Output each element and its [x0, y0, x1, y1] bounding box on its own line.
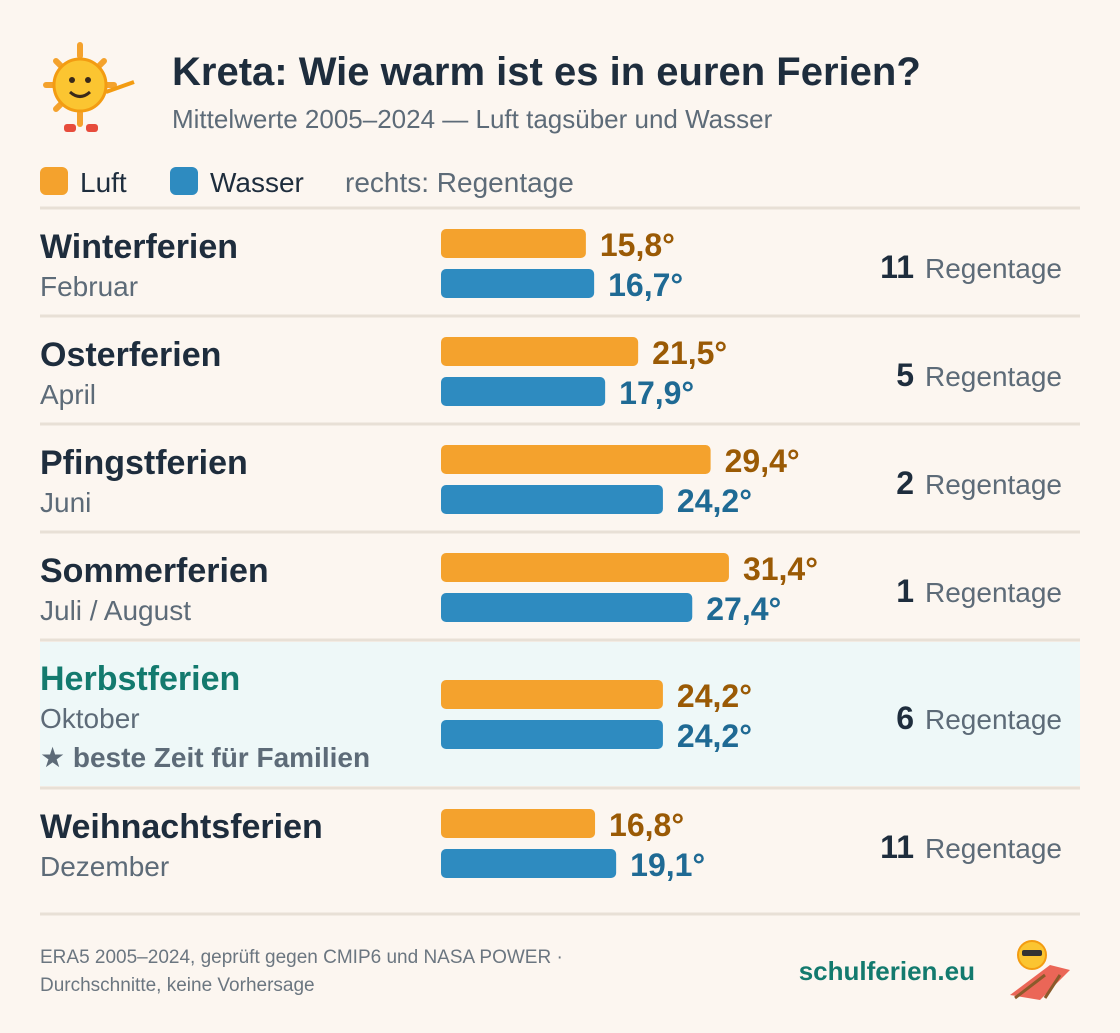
category-label: Pfingstferien [40, 444, 248, 482]
bar [441, 720, 663, 749]
value-label: 24,2° [677, 483, 752, 519]
category-label: Herbstferien [40, 660, 240, 698]
category-sublabel: Dezember [40, 851, 169, 882]
bar [441, 680, 663, 709]
category-sublabel: Juli / August [40, 595, 191, 626]
value-label: 19,1° [630, 847, 705, 883]
rain-label: Regentage [925, 469, 1062, 500]
rain-label: Regentage [925, 253, 1062, 284]
bar [441, 485, 663, 514]
bar [441, 337, 639, 366]
bar [441, 445, 711, 474]
rain-label: Regentage [925, 704, 1062, 735]
rain-days: 5 [896, 357, 914, 393]
value-label: 15,8° [600, 227, 675, 263]
legend-label: Luft [80, 167, 127, 198]
category-sublabel: Juni [40, 487, 91, 518]
brand: schulferien.eu [799, 956, 975, 986]
value-label: 24,2° [677, 678, 752, 714]
value-label: 16,7° [608, 267, 683, 303]
rain-days: 1 [896, 573, 914, 609]
title: Kreta: Wie warm ist es in euren Ferien? [172, 50, 921, 94]
legend-note: rechts: Regentage [345, 167, 574, 198]
value-label: 21,5° [652, 335, 727, 371]
rain-label: Regentage [925, 361, 1062, 392]
value-label: 29,4° [725, 443, 800, 479]
value-label: 24,2° [677, 718, 752, 754]
rain-label: Regentage [925, 577, 1062, 608]
beach-icon [1010, 940, 1070, 1000]
rain-days: 2 [896, 465, 914, 501]
highlight-row [40, 642, 1080, 786]
bar [441, 849, 617, 878]
category-label: Sommerferien [40, 552, 269, 590]
rain-days: 6 [896, 700, 914, 736]
value-label: 31,4° [743, 551, 818, 587]
bar [441, 229, 586, 258]
rain-days: 11 [880, 829, 914, 865]
subtitle: Mittelwerte 2005–2024 — Luft tagsüber un… [172, 104, 773, 134]
value-label: 17,9° [619, 375, 694, 411]
legend-swatch [170, 167, 198, 195]
bar [441, 269, 595, 298]
legend-label: Wasser [210, 167, 304, 198]
category-label: Weihnachtsferien [40, 808, 323, 846]
value-label: 27,4° [706, 591, 781, 627]
category-sublabel: April [40, 379, 96, 410]
bar [441, 809, 596, 838]
bar [441, 377, 606, 406]
category-note: ★ beste Zeit für Familien [40, 742, 370, 773]
value-label: 16,8° [609, 807, 684, 843]
category-sublabel: Februar [40, 271, 138, 302]
rain-label: Regentage [925, 833, 1062, 864]
bar [441, 553, 729, 582]
category-sublabel: Oktober [40, 703, 140, 734]
category-label: Osterferien [40, 336, 221, 374]
sun-icon [43, 42, 135, 132]
rain-days: 11 [880, 249, 914, 285]
footer-line: Durchschnitte, keine Vorhersage [40, 975, 315, 996]
footer-line: ERA5 2005–2024, geprüft gegen CMIP6 und … [40, 947, 563, 968]
legend-swatch [40, 167, 68, 195]
bar [441, 593, 693, 622]
category-label: Winterferien [40, 228, 238, 266]
